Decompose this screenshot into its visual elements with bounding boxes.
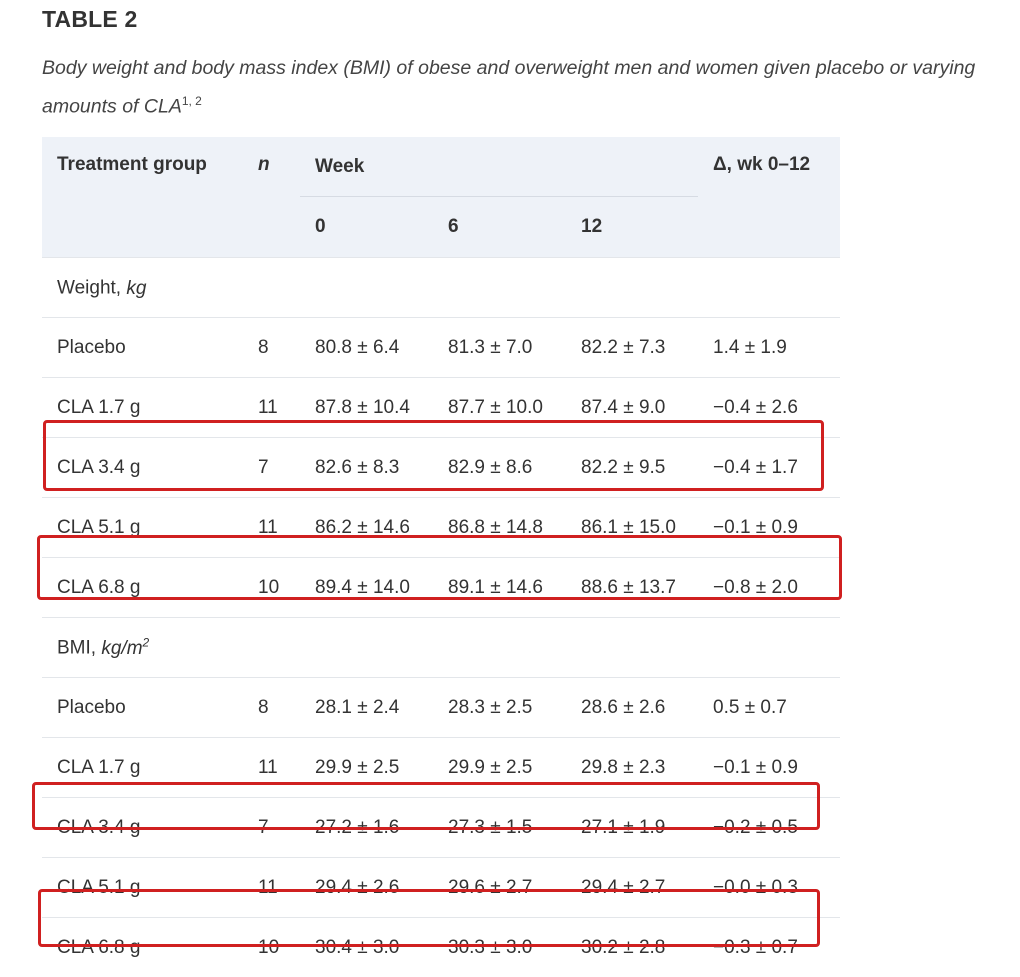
cell-n: 7 xyxy=(243,798,300,858)
cell-n: 11 xyxy=(243,498,300,558)
cell-group: CLA 1.7 g xyxy=(42,738,243,798)
cell-group: CLA 3.4 g xyxy=(42,798,243,858)
header-treatment-group: Treatment group xyxy=(42,137,243,258)
header-n: n xyxy=(243,137,300,258)
cell-delta: −0.3 ± 0.7 xyxy=(698,918,840,977)
cell-week-12: 82.2 ± 9.5 xyxy=(566,438,698,498)
cell-group: CLA 6.8 g xyxy=(42,558,243,618)
cell-week-0: 27.2 ± 1.6 xyxy=(300,798,433,858)
cell-week-12: 88.6 ± 13.7 xyxy=(566,558,698,618)
cell-week-0: 86.2 ± 14.6 xyxy=(300,498,433,558)
section-unit-text: kg xyxy=(126,278,146,299)
cell-week-0: 87.8 ± 10.4 xyxy=(300,378,433,438)
cell-group: CLA 3.4 g xyxy=(42,438,243,498)
section-label: BMI, kg/m2 xyxy=(42,618,840,678)
table-header: Treatment group n Week Δ, wk 0–12 0 6 12 xyxy=(42,137,840,258)
cell-week-0: 29.4 ± 2.6 xyxy=(300,858,433,918)
cell-week-6: 28.3 ± 2.5 xyxy=(433,678,566,738)
cell-n: 10 xyxy=(243,918,300,977)
cell-week-6: 29.6 ± 2.7 xyxy=(433,858,566,918)
data-table-container: Treatment group n Week Δ, wk 0–12 0 6 12… xyxy=(42,137,840,977)
cell-delta: −0.1 ± 0.9 xyxy=(698,738,840,798)
cell-week-12: 29.8 ± 2.3 xyxy=(566,738,698,798)
caption-text: Body weight and body mass index (BMI) of… xyxy=(42,57,975,118)
cell-delta: −0.4 ± 2.6 xyxy=(698,378,840,438)
cell-week-6: 30.3 ± 3.0 xyxy=(433,918,566,977)
cell-week-12: 30.2 ± 2.8 xyxy=(566,918,698,977)
caption-footnote-refs: 1, 2 xyxy=(182,94,202,108)
header-week-12: 12 xyxy=(566,197,698,258)
cell-delta: 0.5 ± 0.7 xyxy=(698,678,840,738)
table-caption: Body weight and body mass index (BMI) of… xyxy=(42,52,982,124)
section-unit-superscript: 2 xyxy=(143,635,150,649)
cell-delta: 1.4 ± 1.9 xyxy=(698,318,840,378)
header-delta: Δ, wk 0–12 xyxy=(698,137,840,258)
cell-delta: −0.2 ± 0.5 xyxy=(698,798,840,858)
table-label: TABLE 2 xyxy=(42,6,138,33)
cell-n: 8 xyxy=(243,678,300,738)
section-unit-text: kg/m xyxy=(101,638,142,659)
cell-group: Placebo xyxy=(42,318,243,378)
section-label: Weight, kg xyxy=(42,258,840,318)
section-unit: kg xyxy=(126,278,146,299)
cell-week-0: 30.4 ± 3.0 xyxy=(300,918,433,977)
cell-week-0: 80.8 ± 6.4 xyxy=(300,318,433,378)
cell-week-6: 27.3 ± 1.5 xyxy=(433,798,566,858)
cell-n: 8 xyxy=(243,318,300,378)
section-row: BMI, kg/m2 xyxy=(42,618,840,678)
section-label-text: Weight, xyxy=(57,278,121,299)
cell-week-12: 28.6 ± 2.6 xyxy=(566,678,698,738)
cell-week-12: 82.2 ± 7.3 xyxy=(566,318,698,378)
cell-group: Placebo xyxy=(42,678,243,738)
cell-week-0: 82.6 ± 8.3 xyxy=(300,438,433,498)
cell-group: CLA 5.1 g xyxy=(42,498,243,558)
header-week-6: 6 xyxy=(433,197,566,258)
cell-week-6: 29.9 ± 2.5 xyxy=(433,738,566,798)
section-label-text: BMI, xyxy=(57,638,96,659)
cell-week-12: 87.4 ± 9.0 xyxy=(566,378,698,438)
cell-delta: −0.4 ± 1.7 xyxy=(698,438,840,498)
header-week: Week xyxy=(300,137,698,197)
cell-delta: −0.1 ± 0.9 xyxy=(698,498,840,558)
cell-n: 11 xyxy=(243,378,300,438)
cell-group: CLA 5.1 g xyxy=(42,858,243,918)
cell-delta: −0.8 ± 2.0 xyxy=(698,558,840,618)
cell-week-12: 29.4 ± 2.7 xyxy=(566,858,698,918)
cell-n: 11 xyxy=(243,738,300,798)
data-table: Treatment group n Week Δ, wk 0–12 0 6 12… xyxy=(42,137,840,977)
cell-group: CLA 1.7 g xyxy=(42,378,243,438)
cell-week-12: 86.1 ± 15.0 xyxy=(566,498,698,558)
cell-week-6: 89.1 ± 14.6 xyxy=(433,558,566,618)
cell-delta: −0.0 ± 0.3 xyxy=(698,858,840,918)
cell-n: 7 xyxy=(243,438,300,498)
header-week-0: 0 xyxy=(300,197,433,258)
cell-week-6: 82.9 ± 8.6 xyxy=(433,438,566,498)
cell-week-12: 27.1 ± 1.9 xyxy=(566,798,698,858)
cell-week-0: 89.4 ± 14.0 xyxy=(300,558,433,618)
section-unit: kg/m2 xyxy=(101,638,149,659)
cell-week-0: 28.1 ± 2.4 xyxy=(300,678,433,738)
section-row: Weight, kg xyxy=(42,258,840,318)
cell-week-6: 86.8 ± 14.8 xyxy=(433,498,566,558)
cell-n: 11 xyxy=(243,858,300,918)
cell-week-0: 29.9 ± 2.5 xyxy=(300,738,433,798)
cell-week-6: 87.7 ± 10.0 xyxy=(433,378,566,438)
cell-group: CLA 6.8 g xyxy=(42,918,243,977)
cell-week-6: 81.3 ± 7.0 xyxy=(433,318,566,378)
cell-n: 10 xyxy=(243,558,300,618)
